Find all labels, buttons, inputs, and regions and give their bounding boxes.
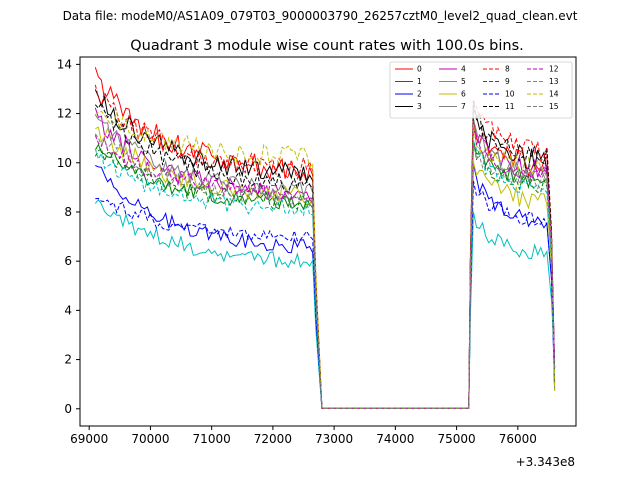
plot-area [79,56,577,427]
legend-label-3: 3 [417,102,422,111]
legend-label-6: 6 [461,90,466,99]
y-axis: 0 2 4 6 8 10 12 14 [57,57,80,416]
legend-label-2: 2 [417,90,422,99]
x-axis: 69000 70000 71000 72000 73000 74000 75000 76000 [70,426,537,446]
legend-label-14: 14 [549,90,559,99]
x-offset-label: +3.343e8 [516,455,575,469]
y-tick-label: 0 [64,402,72,416]
legend-label-12: 12 [549,65,559,74]
legend-label-13: 13 [549,77,559,86]
y-tick-label: 12 [57,107,72,121]
y-tick-label: 2 [64,353,72,367]
legend-label-11: 11 [505,102,515,111]
series-line-2 [95,164,556,409]
series-line-14 [94,110,556,409]
x-tick-label: 69000 [70,432,108,446]
x-tick-label: 72000 [254,432,292,446]
series-line-4 [94,107,556,409]
x-tick-label: 74000 [376,432,414,446]
y-tick-label: 6 [64,254,72,268]
y-tick-label: 14 [57,57,72,71]
legend-label-0: 0 [417,65,422,74]
axes-frame [79,56,577,427]
series-layer [94,67,556,409]
legend-label-5: 5 [461,77,466,86]
series-line-0 [94,67,556,409]
legend-label-10: 10 [505,90,515,99]
legend-label-7: 7 [461,102,466,111]
legend-label-4: 4 [461,65,466,74]
x-tick-label: 75000 [437,432,475,446]
legend-frame [389,61,573,119]
series-line-3 [94,89,556,409]
y-tick-label: 4 [64,303,72,317]
x-tick-label: 70000 [131,432,169,446]
series-line-8 [94,84,556,409]
x-tick-label: 76000 [499,432,537,446]
series-line-9 [94,140,556,409]
legend-label-8: 8 [505,65,510,74]
chart-title: Quadrant 3 module wise count rates with … [130,38,524,54]
legend-label-15: 15 [549,102,559,111]
series-line-13 [94,140,556,409]
y-tick-label: 8 [64,205,72,219]
y-tick-label: 10 [57,156,72,170]
x-tick-label: 73000 [315,432,353,446]
x-tick-label: 71000 [193,432,231,446]
series-line-5 [94,198,556,409]
series-line-11 [94,100,556,409]
legend-label-9: 9 [505,77,510,86]
series-line-15 [94,133,556,409]
series-line-10 [95,180,556,409]
legend-label-1: 1 [417,77,422,86]
series-line-1 [94,140,556,409]
figure-suptitle: Data file: modeM0/AS1A09_079T03_90000037… [63,9,578,23]
